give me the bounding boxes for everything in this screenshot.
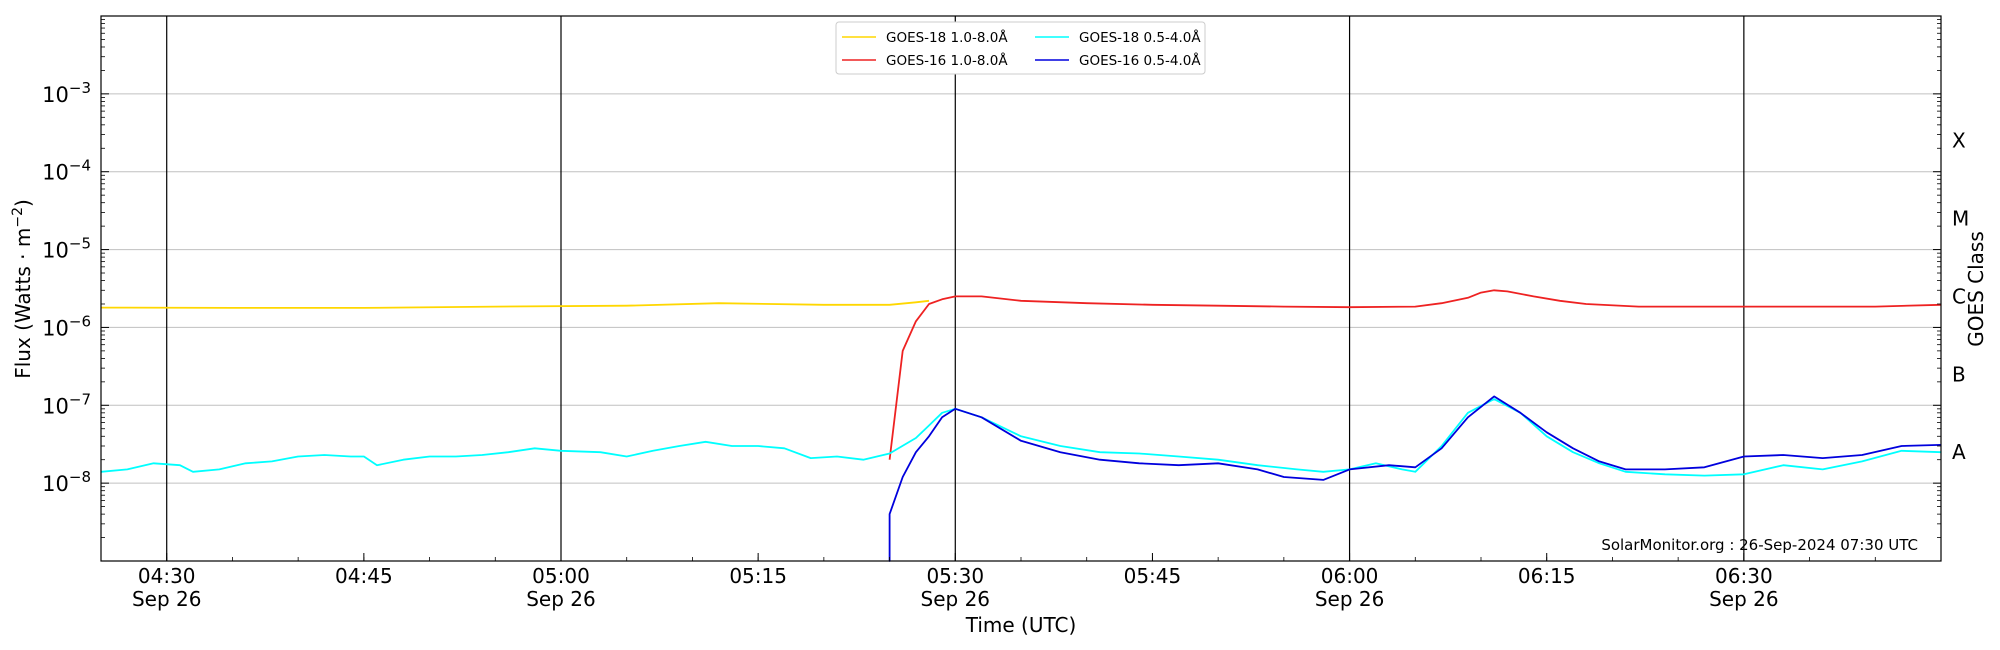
goes-class-label: M bbox=[1952, 207, 1969, 231]
y-tick-label: 10−6 bbox=[42, 312, 91, 340]
right-axis-label: GOES Class bbox=[1964, 231, 1988, 347]
y-tick-label: 10−4 bbox=[42, 157, 91, 185]
legend-box bbox=[835, 21, 1206, 75]
y-axis-label-main: Flux (Watts · m bbox=[11, 228, 35, 379]
x-tick-label: 06:30 bbox=[1715, 564, 1773, 588]
x-tick-label: 05:45 bbox=[1124, 564, 1182, 588]
x-tick-label: 04:30 bbox=[138, 564, 196, 588]
legend-label: GOES-18 0.5-4.0Å bbox=[1079, 29, 1201, 46]
y-tick-label: 10−5 bbox=[42, 235, 91, 263]
series-line-2 bbox=[888, 289, 1942, 460]
series-line-4 bbox=[888, 395, 1942, 562]
series-layer bbox=[100, 289, 1942, 562]
goes-class-label: B bbox=[1952, 362, 1966, 386]
y-tick-label: 10−8 bbox=[42, 468, 91, 496]
y-axis-label-end: ) bbox=[11, 199, 35, 207]
credit-text: SolarMonitor.org : 26-Sep-2024 07:30 UTC bbox=[1601, 536, 1918, 554]
y-tick-label: 10−7 bbox=[42, 390, 91, 418]
legend: GOES-18 1.0-8.0Å GOES-16 1.0-8.0Å GOES-18 … bbox=[835, 21, 1206, 75]
goes-class-label: X bbox=[1952, 129, 1966, 153]
x-tick-date: Sep 26 bbox=[1709, 587, 1779, 611]
x-tick-label: 04:45 bbox=[335, 564, 393, 588]
x-tick-date: Sep 26 bbox=[921, 587, 991, 611]
x-tick-label: 06:15 bbox=[1518, 564, 1576, 588]
x-tick-date: Sep 26 bbox=[1315, 587, 1385, 611]
x-tick-label: 05:30 bbox=[926, 564, 984, 588]
x-axis-label: Time (UTC) bbox=[965, 613, 1077, 637]
y-tick-label: 10−3 bbox=[42, 79, 91, 107]
goes-class-label: A bbox=[1952, 440, 1966, 464]
x-tick-date: Sep 26 bbox=[132, 587, 202, 611]
x-tick-label: 05:15 bbox=[729, 564, 787, 588]
x-tick-label: 06:00 bbox=[1321, 564, 1379, 588]
series-line-3 bbox=[100, 398, 1942, 477]
legend-label: GOES-16 1.0-8.0Å bbox=[886, 52, 1008, 69]
y-axis-label-exp: −2 bbox=[10, 207, 26, 228]
legend-label: GOES-16 0.5-4.0Å bbox=[1079, 52, 1201, 69]
x-tick-date: Sep 26 bbox=[526, 587, 596, 611]
grid-layer bbox=[101, 16, 1941, 561]
x-tick-label: 05:00 bbox=[532, 564, 590, 588]
series-line-1 bbox=[100, 299, 930, 309]
goes-class-label: C bbox=[1952, 284, 1966, 308]
y-axis-label: Flux (Watts · m−2) bbox=[10, 199, 35, 379]
legend-label: GOES-18 1.0-8.0Å bbox=[886, 29, 1008, 46]
